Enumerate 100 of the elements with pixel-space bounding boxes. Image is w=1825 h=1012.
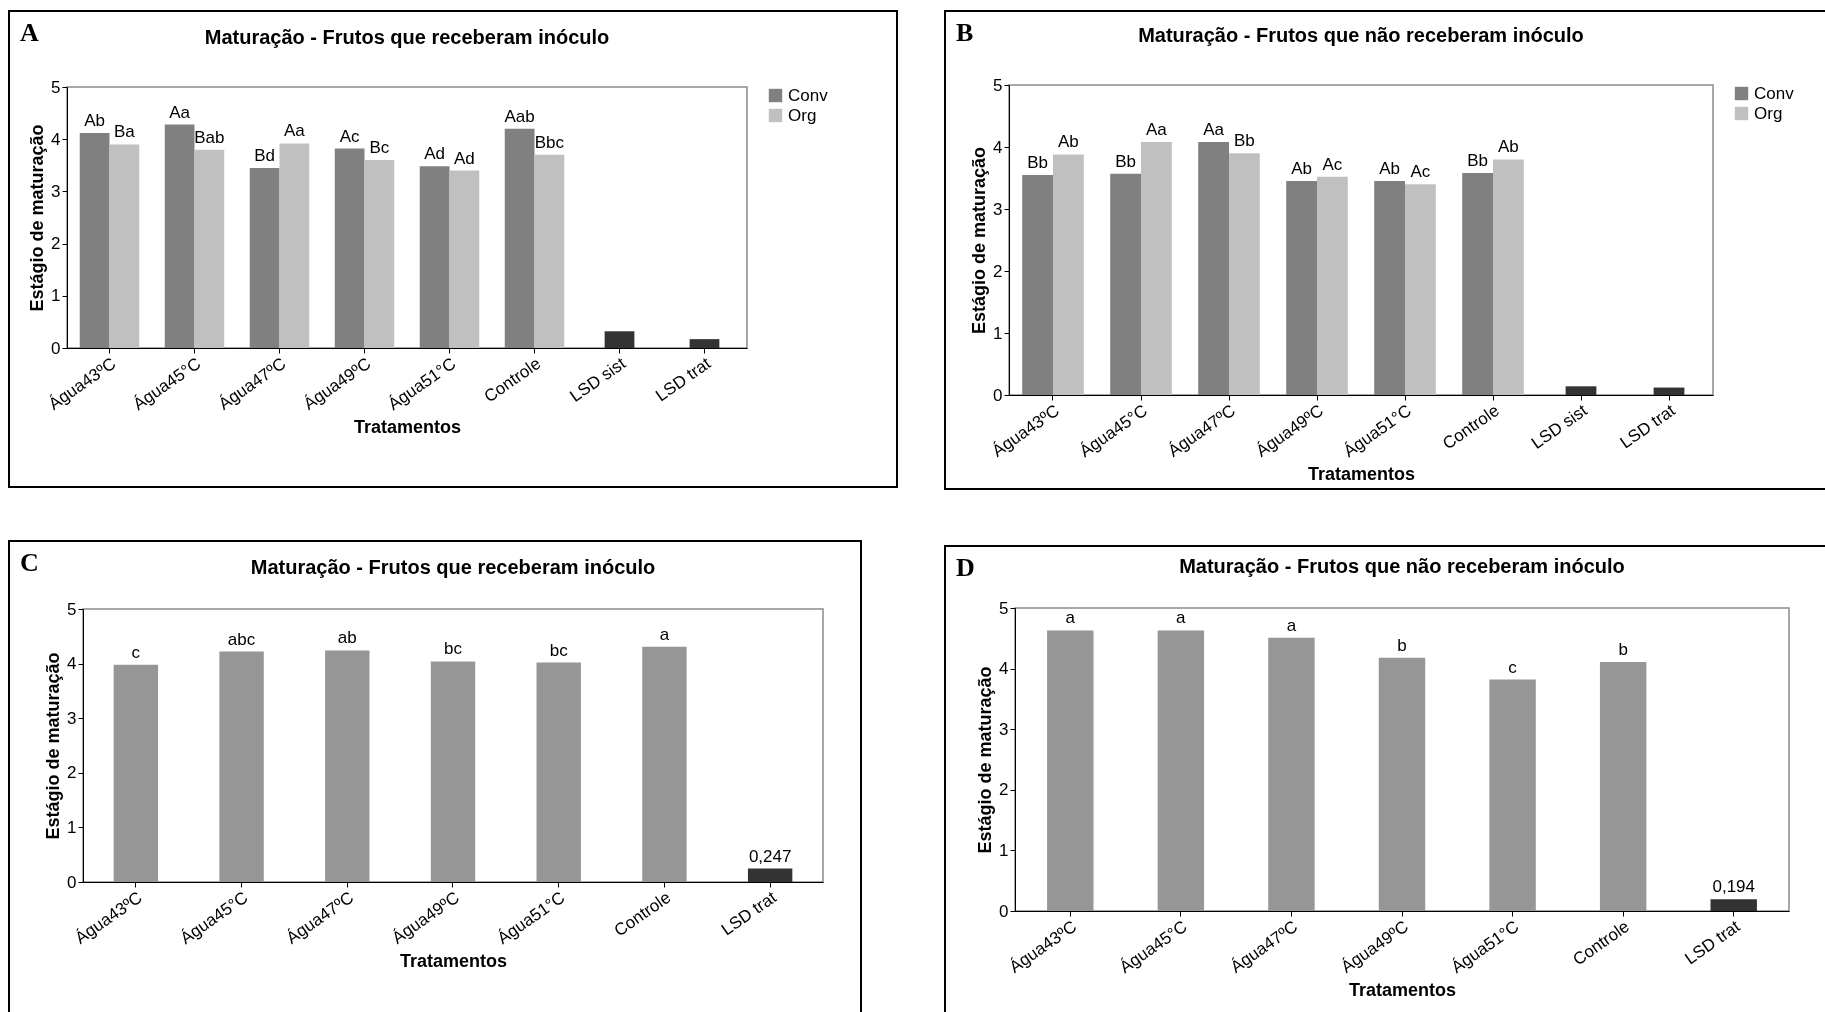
x-tick-label: LSD trat	[1681, 916, 1744, 969]
data-label: Aa	[169, 102, 191, 122]
x-tick-label: LSD sist	[1528, 400, 1591, 453]
data-label: 0,194	[1712, 877, 1755, 897]
bar	[1710, 899, 1757, 911]
x-tick-label: LSD trat	[717, 887, 781, 940]
data-label: Aa	[283, 121, 306, 141]
x-axis-title: Tratamentos	[1307, 464, 1416, 485]
data-label: Bb	[1115, 151, 1136, 171]
text: B	[956, 18, 974, 48]
y-tick-label: 5	[999, 598, 1009, 618]
data-label: Aa	[1146, 120, 1168, 140]
text: A	[20, 18, 39, 48]
chart-title: Maturação - Frutos que receberam inóculo	[204, 26, 610, 48]
legend-label: Conv	[1754, 83, 1795, 103]
bar	[1317, 176, 1348, 395]
data-label: b	[1397, 635, 1407, 655]
y-tick-label: 0	[51, 338, 61, 358]
y-tick-label: 5	[67, 599, 77, 619]
chart-title: Maturação - Frutos que receberam inóculo	[250, 556, 656, 578]
x-tick-label: LSD trat	[1616, 400, 1679, 453]
y-tick-label: 3	[999, 719, 1009, 739]
y-tick-label: 2	[993, 261, 1003, 281]
y-axis-title: Estágio de maturação	[969, 146, 990, 335]
data-label: b	[1618, 639, 1628, 659]
data-label: a	[1176, 608, 1187, 628]
data-label: 0,247	[748, 846, 792, 866]
x-axis-title: Tratamentos	[353, 417, 462, 438]
legend-label: Org	[1754, 103, 1783, 123]
data-label: c	[131, 642, 141, 662]
data-label: a	[1065, 608, 1076, 628]
data-label: bc	[444, 639, 463, 659]
data-label: Aa	[1203, 120, 1225, 140]
legend-label: Conv	[788, 85, 829, 105]
y-tick-label: 1	[993, 323, 1003, 343]
data-label: Ab	[1058, 132, 1079, 152]
data-label: Bd	[254, 145, 276, 165]
data-label: Ab	[1379, 159, 1400, 179]
x-axis-title: Tratamentos	[399, 951, 508, 972]
x-tick-label: LSD trat	[652, 353, 715, 406]
y-axis-title: Estágio de maturação	[27, 124, 48, 312]
y-tick-label: 0	[993, 385, 1003, 405]
y-tick-label: 3	[993, 199, 1003, 219]
data-label: Ad	[453, 148, 475, 168]
y-tick-label: 2	[51, 234, 61, 254]
bar	[1653, 387, 1685, 395]
bar	[534, 154, 565, 348]
bar	[1053, 154, 1084, 395]
x-tick-label: LSD sist	[566, 353, 630, 406]
bar	[109, 144, 140, 348]
data-label: a	[659, 624, 670, 644]
data-label: Bb	[1467, 151, 1488, 171]
data-label: c	[1508, 657, 1518, 677]
y-tick-label: 4	[67, 654, 77, 674]
data-label: Ac	[1322, 154, 1343, 174]
x-axis-title: Tratamentos	[1348, 980, 1457, 1001]
chart-title: Maturação - Frutos que não receberam inóculo	[1138, 24, 1584, 46]
y-tick-label: 3	[67, 708, 77, 728]
y-tick-label: 4	[993, 137, 1003, 157]
data-label: Ba	[113, 122, 136, 142]
y-tick-label: 4	[999, 659, 1009, 679]
chart-title: Maturação - Frutos que não receberam inóculo	[1179, 555, 1625, 577]
y-tick-label: 1	[51, 286, 61, 306]
data-label: ab	[337, 628, 357, 648]
data-label: Ac	[1410, 162, 1431, 182]
legend-label: Org	[788, 105, 817, 125]
bar	[1405, 184, 1436, 395]
text: D	[956, 553, 975, 583]
data-label: Bb	[1027, 152, 1048, 172]
data-label: Aab	[504, 106, 535, 126]
y-tick-label: 1	[67, 817, 77, 837]
data-label: Bb	[1234, 131, 1255, 151]
bar	[1493, 159, 1524, 395]
data-label: Ab	[1498, 137, 1519, 157]
y-axis-title: Estágio de maturação	[43, 652, 64, 840]
data-label: a	[1286, 615, 1297, 635]
y-tick-label: 3	[51, 181, 61, 201]
bar	[1229, 153, 1260, 395]
y-tick-label: 0	[67, 872, 77, 892]
y-tick-label: 2	[67, 763, 77, 783]
bar	[279, 143, 310, 348]
y-tick-label: 4	[51, 129, 61, 149]
bar	[1141, 142, 1172, 395]
y-tick-label: 5	[51, 77, 61, 97]
bar	[604, 331, 635, 348]
y-tick-label: 5	[993, 75, 1003, 95]
bar	[1565, 386, 1597, 395]
y-tick-label: 1	[999, 840, 1009, 860]
y-axis-title: Estágio de maturação	[975, 666, 996, 854]
data-label: Bc	[369, 138, 390, 158]
data-label: Ab	[1291, 159, 1312, 179]
bar	[194, 149, 225, 348]
bar	[747, 868, 793, 882]
text: C	[20, 548, 39, 578]
data-label: bc	[549, 640, 569, 660]
data-label: Ad	[424, 144, 446, 164]
data-label: Bbc	[534, 132, 565, 152]
data-label: Bab	[194, 127, 225, 147]
y-tick-label: 0	[999, 901, 1009, 921]
data-label: abc	[227, 629, 256, 649]
